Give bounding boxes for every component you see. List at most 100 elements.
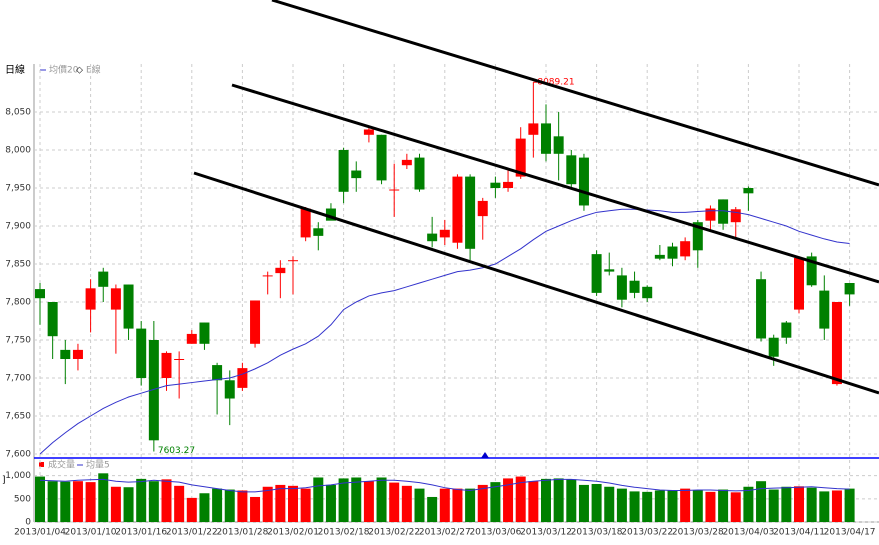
candle-body [174, 359, 185, 360]
x-tick-label: 2013/01/22 [166, 528, 218, 538]
volume-bar [212, 488, 223, 522]
volume-bar [325, 484, 336, 522]
x-tick-label: 2013/03/18 [571, 528, 623, 538]
candle-body [389, 189, 400, 191]
volume-bar [566, 479, 577, 522]
candle-body [224, 380, 235, 399]
candle-body [515, 138, 526, 177]
volume-bar [351, 477, 362, 522]
candle-body [503, 181, 514, 188]
candle-body [98, 271, 109, 287]
candle-body [351, 170, 362, 179]
volume-bar [503, 478, 514, 522]
candle-body [452, 176, 463, 243]
candle-body [300, 208, 311, 238]
volume-bar [123, 487, 134, 522]
candle-body [325, 208, 336, 221]
candle-body [85, 288, 96, 310]
volume-bar [98, 473, 109, 522]
candle-body [654, 254, 665, 259]
candle-body [186, 333, 197, 344]
candle-body [806, 256, 817, 286]
x-tick-label: 2013/03/28 [672, 528, 724, 538]
candle-body [781, 322, 792, 338]
volume-ma-line [39, 478, 850, 493]
volume-bar [819, 491, 830, 522]
volume-bar [47, 481, 58, 522]
volume-bar [743, 486, 754, 522]
volume-legend-label: 成交量 [48, 459, 75, 471]
x-tick-label: 2013/01/28 [216, 528, 268, 538]
volume-bar [224, 489, 235, 522]
volume-bar [781, 486, 792, 522]
volume-bar [541, 478, 551, 522]
legend-marker: ◇ [76, 66, 83, 76]
candle-body [553, 136, 564, 154]
volume-bar [578, 484, 589, 522]
candle-body [692, 222, 703, 251]
y-tick-label: 7,800 [5, 298, 31, 308]
candle-body [465, 176, 476, 249]
y-tick-label: 7,850 [5, 260, 31, 270]
candle-body [844, 283, 855, 295]
volume-bar [844, 488, 855, 522]
trend-line [271, 0, 879, 187]
candle-body [262, 275, 273, 277]
volume-bar [186, 497, 197, 522]
candle-body [490, 182, 501, 188]
volume-bar [667, 490, 678, 522]
volume-bar [35, 476, 45, 522]
volume-bar [414, 488, 425, 522]
candle-body [110, 288, 121, 310]
candle-body [313, 228, 324, 236]
y-tick-label: 7,700 [5, 374, 31, 384]
volume-bar [401, 485, 412, 522]
volume-bar [262, 486, 273, 522]
volume-bar [85, 482, 96, 522]
volume-bracket: ] [2, 476, 6, 486]
x-tick-label: 2013/04/11 [773, 528, 825, 538]
candle-body [743, 188, 754, 194]
y-tick-label: 8,000 [5, 146, 31, 156]
volume-bar [692, 490, 703, 522]
legend-label: E線 [86, 64, 101, 76]
volume-bar [439, 488, 450, 522]
volume-bar [629, 491, 640, 522]
x-tick-label: 2013/02/18 [318, 528, 370, 538]
volume-bar [756, 481, 767, 522]
candle-body [136, 328, 147, 378]
volume-bar [705, 491, 716, 522]
volume-bar [313, 477, 324, 522]
candle-body [376, 134, 387, 181]
candle-body [604, 269, 615, 272]
volume-bar [136, 478, 147, 522]
volume-bar [300, 488, 311, 522]
candle-body [148, 340, 159, 441]
volume-bar [718, 489, 729, 522]
volume-bar [250, 496, 261, 522]
volume-bar [654, 490, 665, 522]
y-tick-label: 7,750 [5, 336, 31, 346]
x-tick-label: 2013/04/17 [824, 528, 876, 538]
chart-title: 日線 [5, 63, 25, 76]
candle-body [123, 284, 134, 329]
x-tick-label: 2013/02/01 [267, 528, 319, 538]
volume-tick-label: 0 [25, 518, 31, 528]
volume-tick-label: 500 [14, 494, 31, 504]
volume-bar [288, 485, 298, 522]
candle-body [338, 150, 349, 192]
x-tick-label: 2013/03/12 [520, 528, 572, 538]
candle-body [237, 368, 248, 388]
candle-body [212, 365, 223, 381]
volume-bar [604, 486, 615, 522]
candle-body [629, 280, 640, 293]
volume-bar [199, 493, 210, 522]
candle-body [199, 322, 210, 344]
candle-body [414, 157, 425, 190]
candle-body [718, 199, 729, 224]
y-tick-label: 7,900 [5, 222, 31, 232]
volume-bar [831, 490, 842, 522]
candle-body [541, 123, 551, 154]
x-tick-label: 2013/02/27 [419, 528, 471, 538]
